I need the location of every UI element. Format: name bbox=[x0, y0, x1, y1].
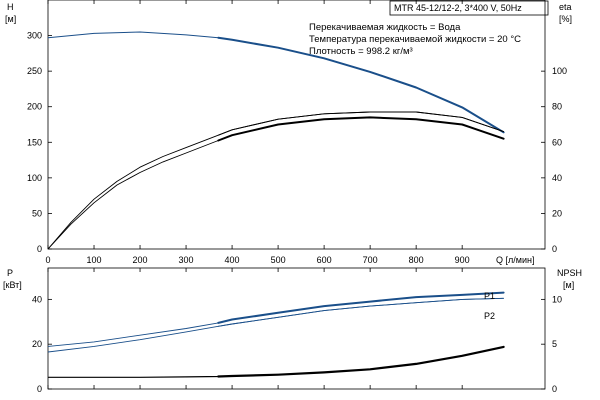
plot-frame bbox=[47, 267, 546, 390]
npsh-duty-curve bbox=[217, 345, 505, 378]
efficiency-lower-curve bbox=[47, 116, 504, 250]
x-tick-label: 600 bbox=[317, 255, 332, 265]
y-left-tick-label: 100 bbox=[27, 173, 42, 183]
x-tick-label: 500 bbox=[271, 255, 286, 265]
y-left-tick-label: 250 bbox=[27, 66, 42, 76]
y-left-tick-label: 50 bbox=[32, 208, 42, 218]
efficiency-upper-duty-curve bbox=[217, 111, 505, 136]
bottom-axes: 0 20 40 0 5 10 bbox=[32, 267, 562, 394]
y-right-tick-label: 20 bbox=[552, 208, 562, 218]
efficiency-lower-duty-curve bbox=[217, 116, 505, 142]
p2-curve bbox=[47, 297, 504, 353]
eta-unit-label: [%] bbox=[559, 14, 572, 24]
power-axis-label: P bbox=[7, 268, 13, 278]
p2-legend-label: P2 bbox=[484, 311, 495, 321]
x-tick-label: 0 bbox=[45, 255, 50, 265]
power-npsh-panel: 0 20 40 0 5 10 P [кВт] NPSH [м] P1 P2 bbox=[3, 267, 582, 394]
head-axis-label: H bbox=[7, 2, 14, 12]
head-unit-label: [м] bbox=[5, 14, 16, 24]
top-series bbox=[47, 31, 505, 250]
top-axes: 0 100 200 300 400 500 600 700 800 900050100150200… bbox=[27, 0, 567, 265]
x-tick-label: 100 bbox=[87, 255, 102, 265]
info-line-2: Температура перекачиваемой жидкости = 20… bbox=[309, 34, 521, 45]
q-axis-label: Q [л/мин] bbox=[496, 255, 534, 265]
efficiency-upper-curve bbox=[47, 111, 504, 250]
y-right-tick-label: 40 bbox=[552, 173, 562, 183]
y-left-tick-label: 20 bbox=[32, 339, 42, 349]
x-tick-label: 800 bbox=[409, 255, 424, 265]
y-right-tick-label: 5 bbox=[552, 339, 557, 349]
head-efficiency-panel: 0 100 200 300 400 500 600 700 800 900050100150200… bbox=[5, 0, 572, 265]
y-right-tick-label: 10 bbox=[552, 294, 562, 304]
y-left-tick-label: 40 bbox=[32, 294, 42, 304]
info-line-3: Плотность = 998.2 кг/м³ bbox=[309, 46, 413, 57]
x-tick-label: 200 bbox=[133, 255, 148, 265]
y-left-tick-label: 0 bbox=[37, 244, 42, 254]
header: MTR 45-12/12-2, 3*400 V, 50Hz Перекачива… bbox=[309, 0, 549, 57]
y-right-tick-label: 80 bbox=[552, 102, 562, 112]
plot-frame bbox=[47, 0, 546, 250]
y-left-tick-label: 150 bbox=[27, 137, 42, 147]
p1-duty-curve bbox=[217, 291, 505, 324]
y-right-tick-label: 100 bbox=[552, 66, 567, 76]
power-unit-label: [кВт] bbox=[3, 280, 22, 290]
p1-curve bbox=[47, 292, 504, 347]
npsh-unit-label: [м] bbox=[563, 280, 574, 290]
x-tick-label: 700 bbox=[363, 255, 378, 265]
y-left-tick-label: 200 bbox=[27, 102, 42, 112]
x-tick-label: 900 bbox=[455, 255, 470, 265]
info-line-1: Перекачиваемая жидкость = Вода bbox=[309, 22, 461, 33]
y-left-tick-label: 300 bbox=[27, 31, 42, 41]
y-right-tick-label: 0 bbox=[552, 384, 557, 394]
x-tick-label: 300 bbox=[179, 255, 194, 265]
p2-duty-curve bbox=[217, 297, 505, 327]
model-box bbox=[389, 0, 549, 16]
x-tick-label: 400 bbox=[225, 255, 240, 265]
npsh-axis-label: NPSH bbox=[557, 268, 582, 278]
eta-axis-label: eta bbox=[559, 2, 572, 12]
p1-legend-label: P1 bbox=[484, 291, 495, 301]
y-right-tick-label: 60 bbox=[552, 137, 562, 147]
npsh-curve bbox=[48, 346, 504, 378]
y-right-tick-label: 0 bbox=[552, 244, 557, 254]
bottom-series bbox=[47, 291, 505, 378]
y-left-tick-label: 0 bbox=[37, 384, 42, 394]
head-duty-curve bbox=[217, 36, 505, 134]
model-label: MTR 45-12/12-2, 3*400 V, 50Hz bbox=[394, 3, 522, 13]
